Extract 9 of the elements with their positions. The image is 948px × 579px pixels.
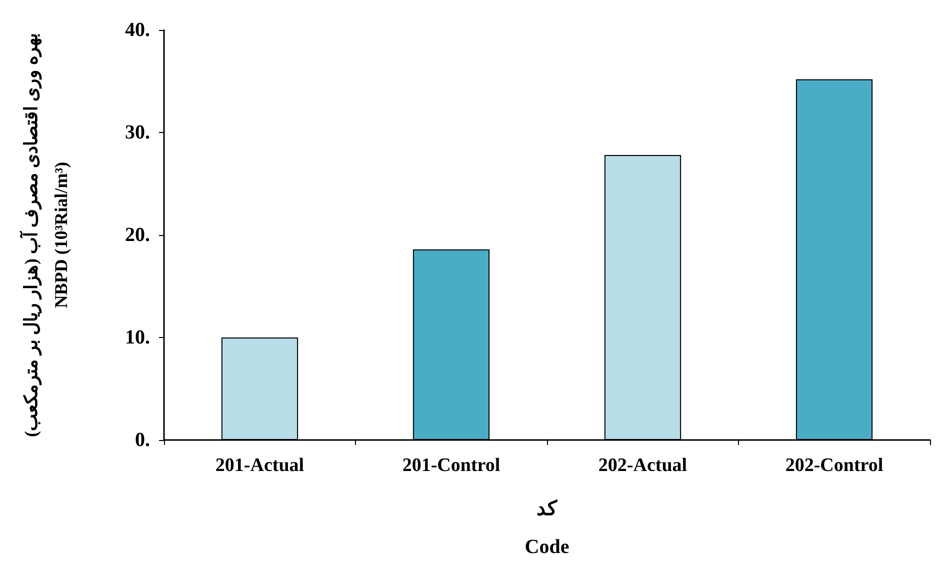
y-tick-label: 40. bbox=[125, 19, 150, 41]
x-tick-label: 202-Actual bbox=[598, 455, 688, 476]
x-tick-label: 202-Control bbox=[785, 455, 884, 476]
y-tick-label: 10. bbox=[125, 326, 150, 348]
y-tick-label: 20. bbox=[125, 224, 150, 246]
x-tick-label: 201-Control bbox=[402, 455, 500, 476]
y-tick-label: 0. bbox=[135, 429, 150, 451]
x-tick-label: 201-Actual bbox=[215, 455, 304, 476]
y-tick-label: 30. bbox=[125, 122, 150, 144]
